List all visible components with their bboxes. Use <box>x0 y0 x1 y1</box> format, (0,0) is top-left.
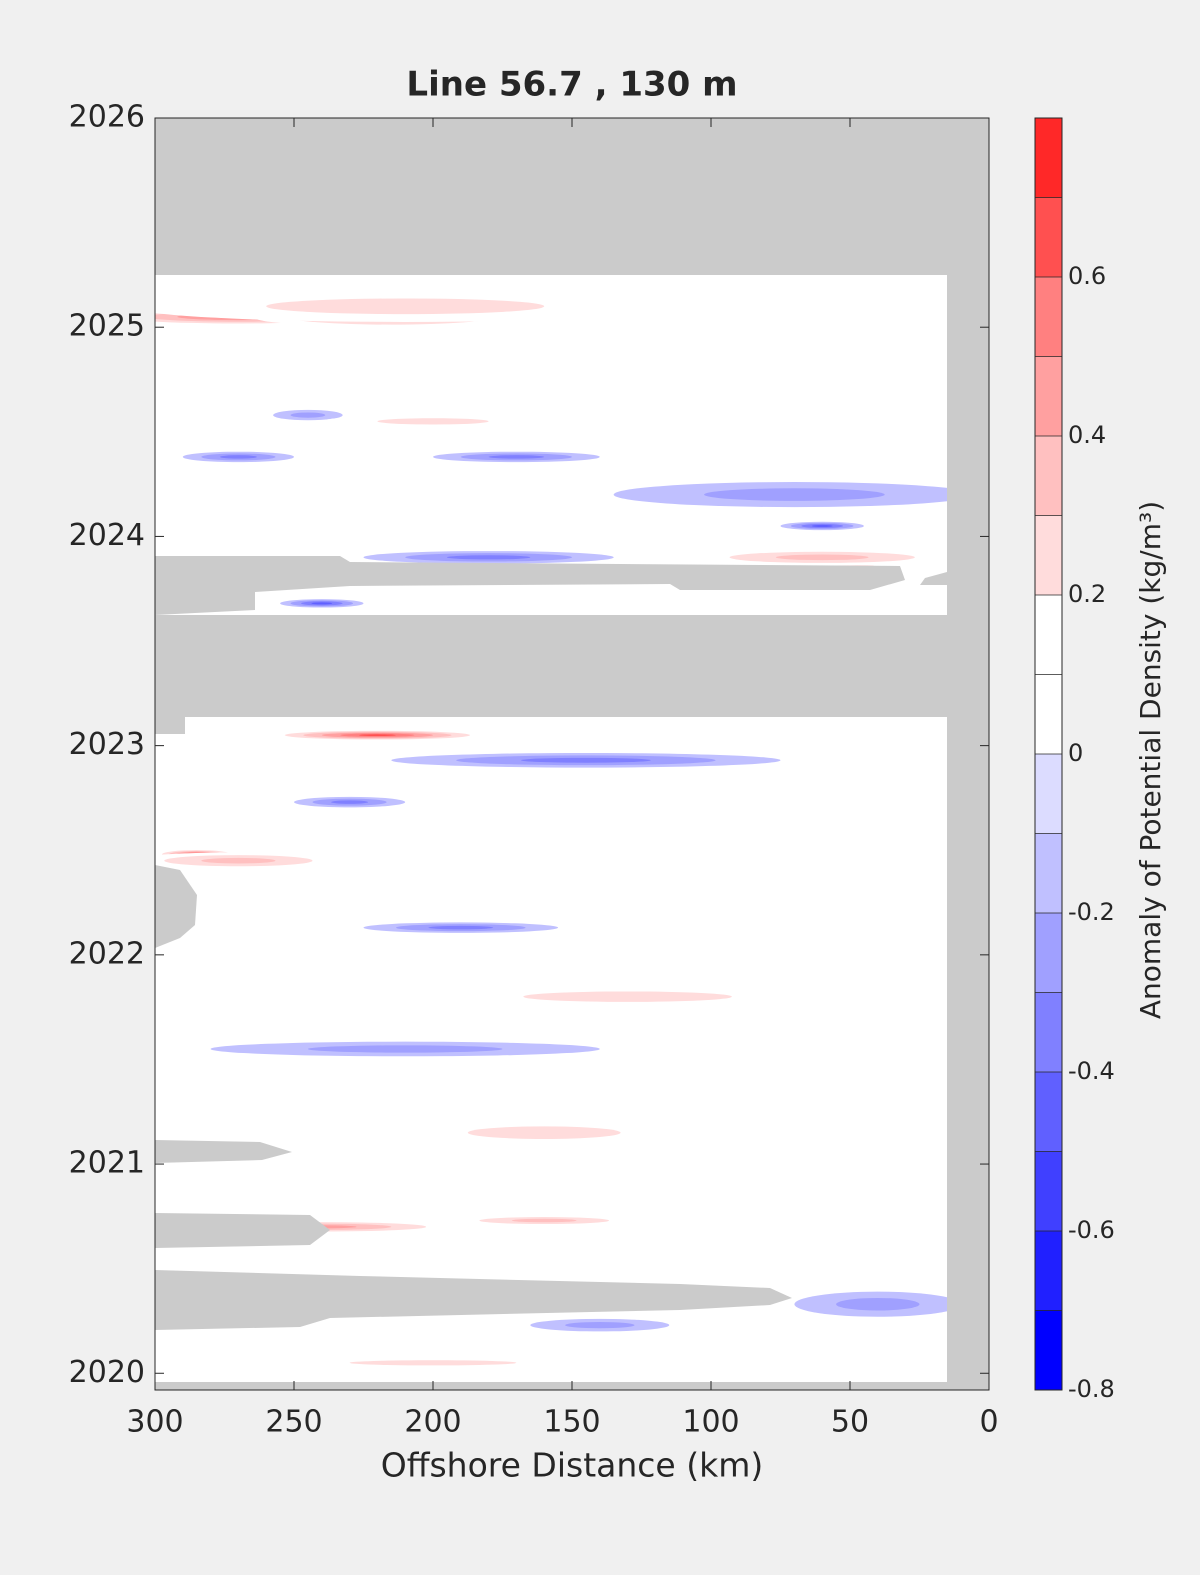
colorbar-tick-label: -0.8 <box>1068 1375 1115 1403</box>
colorbar-tick-label: -0.4 <box>1068 1057 1115 1085</box>
colorbar-segment <box>1035 1072 1062 1152</box>
colorbar-tick-label: 0 <box>1068 739 1083 767</box>
x-tick-label: 200 <box>404 1405 461 1440</box>
colorbar-frame <box>1034 117 1063 1391</box>
anomaly-contour <box>331 800 369 804</box>
colorbar-segment <box>1035 674 1062 754</box>
y-tick-label: 2023 <box>69 727 145 762</box>
x-tick-label: 50 <box>831 1405 869 1440</box>
colorbar-segment <box>1035 436 1062 516</box>
colorbar-segment <box>1035 595 1062 675</box>
anomaly-contour <box>811 524 833 528</box>
no-data <box>155 717 185 734</box>
no-data <box>155 556 905 615</box>
anomaly-contour <box>521 757 651 763</box>
colorbar-tick-label: 0.2 <box>1068 580 1106 608</box>
colorbar-segment <box>1035 118 1062 198</box>
colorbar-segment <box>1035 913 1062 993</box>
anomaly-contour <box>201 857 276 864</box>
colorbar-segment <box>1035 1231 1062 1311</box>
anomaly-contour <box>511 1218 577 1223</box>
anomaly-contour <box>446 555 531 560</box>
anomaly-contour <box>311 602 333 605</box>
x-tick-label: 300 <box>126 1405 183 1440</box>
no-data-regions <box>155 118 989 1390</box>
anomaly-contour <box>266 298 545 315</box>
anomaly-contour <box>565 1322 635 1329</box>
anomaly-contour <box>377 418 489 425</box>
x-tick-label: 100 <box>682 1405 739 1440</box>
anomaly-contour <box>704 488 885 501</box>
no-data <box>947 118 989 1390</box>
x-axis-label: Offshore Distance (km) <box>381 1446 763 1485</box>
colorbar-tick-label: 0.6 <box>1068 262 1106 290</box>
chart-title: Line 56.7 , 130 m <box>406 65 737 105</box>
no-data <box>155 865 197 948</box>
anomaly-contour <box>836 1297 920 1311</box>
colorbar-segment <box>1035 992 1062 1072</box>
y-tick-label: 2021 <box>69 1146 145 1181</box>
anomaly-contour <box>349 1360 517 1366</box>
anomaly-contour <box>358 734 396 737</box>
no-data <box>920 572 947 585</box>
no-data <box>155 615 989 717</box>
colorbar-segment <box>1035 833 1062 913</box>
no-data <box>155 1213 330 1248</box>
y-tick-label: 2024 <box>69 518 145 553</box>
anomaly-contour <box>307 1045 503 1053</box>
colorbar-tick-label: -0.6 <box>1068 1216 1115 1244</box>
colorbar-segment <box>1035 356 1062 436</box>
colorbar-segment <box>1035 1310 1062 1390</box>
anomaly-contour <box>488 455 545 459</box>
anomaly-contour <box>523 991 732 1002</box>
colorbar-segment <box>1035 277 1062 357</box>
anomaly-contour <box>428 925 494 930</box>
no-data <box>155 1270 792 1330</box>
x-tick-label: 250 <box>265 1405 322 1440</box>
no-data <box>155 118 989 275</box>
colorbar: -0.8 -0.6 -0.4 -0.2 0 0.2 0.4 0.6 <box>1034 117 1115 1403</box>
y-tick-label: 2026 <box>69 100 145 135</box>
anomaly-contour <box>290 412 326 418</box>
colorbar-tick-label: -0.2 <box>1068 898 1115 926</box>
colorbar-segment <box>1035 197 1062 277</box>
no-data <box>155 1140 292 1163</box>
x-tick-label: 0 <box>979 1405 998 1440</box>
anomaly-contour <box>775 554 869 561</box>
y-tick-label: 2020 <box>69 1355 145 1390</box>
anomaly-contour <box>467 1126 621 1139</box>
x-tick-label: 150 <box>543 1405 600 1440</box>
colorbar-segment <box>1035 754 1062 834</box>
colorbar-label: Anomaly of Potential Density (kg/m³) <box>1134 501 1167 1019</box>
y-tick-label: 2025 <box>69 309 145 344</box>
colorbar-segment <box>1035 515 1062 595</box>
y-tick-label: 2022 <box>69 936 145 971</box>
colorbar-segment <box>1035 1151 1062 1231</box>
anomaly-contour <box>219 455 257 459</box>
colorbar-tick-label: 0.4 <box>1068 421 1106 449</box>
